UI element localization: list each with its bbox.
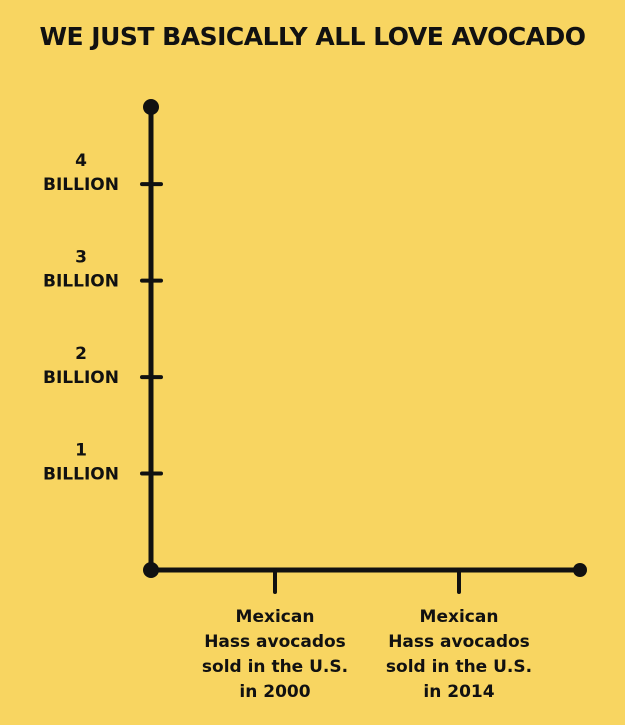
x-tick-label-line: Mexican <box>420 607 499 627</box>
x-ticks: Mexican Hass avocados sold in the U.S. in 2… <box>202 568 532 702</box>
y-tick-label-line: 1 <box>75 441 87 461</box>
x-tick-label-line: Hass avocados <box>204 632 346 652</box>
y-tick-label-line: BILLION <box>43 175 119 195</box>
x-tick-label-line: sold in the U.S. <box>386 657 532 677</box>
y-ticks: 1 BILLION 2 BILLION 3 BILLION 4 BILLION <box>43 151 163 485</box>
y-tick-label: 4 BILLION <box>43 151 119 195</box>
x-tick-label-line: Mexican <box>236 607 315 627</box>
y-tick-label-line: 3 <box>75 248 87 268</box>
y-tick-label-line: BILLION <box>43 272 119 292</box>
x-tick-label: Mexican Hass avocados sold in the U.S. in 2… <box>386 607 532 702</box>
x-tick-label-line: in 2000 <box>239 682 310 702</box>
y-tick-label: 2 BILLION <box>43 344 119 388</box>
y-tick-label-line: BILLION <box>43 465 119 485</box>
y-tick-label: 1 BILLION <box>43 441 119 485</box>
y-axis-end-dot <box>143 99 159 115</box>
chart-title: WE JUST BASICALLY ALL LOVE AVOCADO <box>39 22 586 51</box>
x-tick-label: Mexican Hass avocados sold in the U.S. in 2… <box>202 607 348 702</box>
x-tick-label-line: in 2014 <box>423 682 494 702</box>
x-tick-label-line: sold in the U.S. <box>202 657 348 677</box>
origin-dot <box>143 562 159 578</box>
y-tick-label-line: 2 <box>75 344 87 364</box>
y-tick-label-line: BILLION <box>43 368 119 388</box>
y-tick-label: 3 BILLION <box>43 248 119 292</box>
x-tick-label-line: Hass avocados <box>388 632 530 652</box>
x-axis-end-dot <box>573 563 587 577</box>
axes <box>143 99 587 578</box>
y-tick-label-line: 4 <box>75 151 87 171</box>
